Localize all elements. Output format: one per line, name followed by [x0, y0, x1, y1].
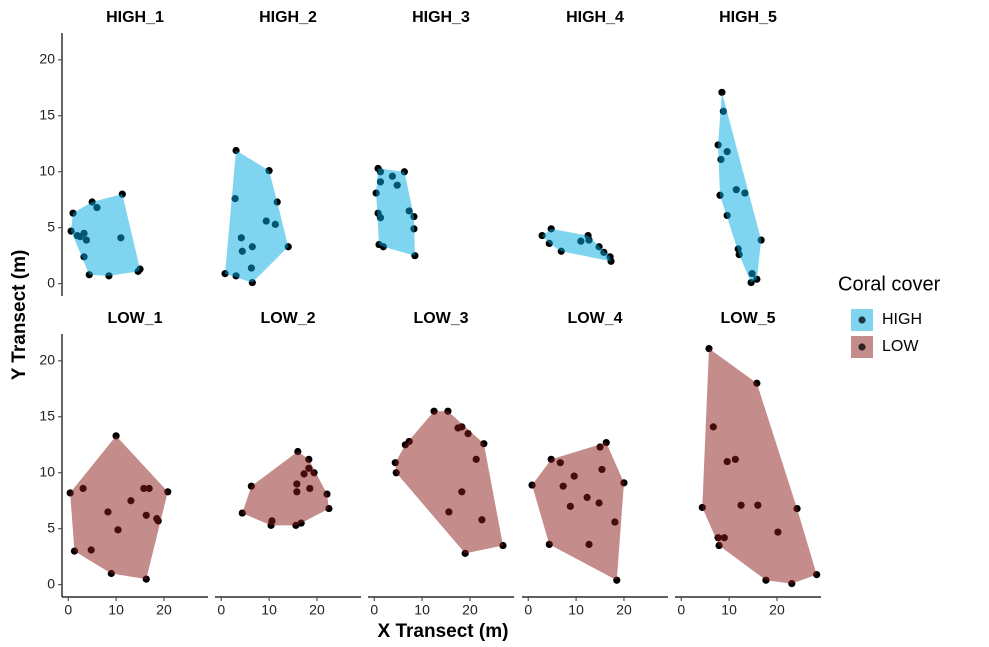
x-tick-label: 20 [769, 602, 785, 618]
panel-title: LOW_4 [567, 310, 622, 327]
y-tick-label: 15 [39, 107, 55, 123]
y-tick-label: 5 [47, 519, 55, 535]
hull [542, 228, 612, 262]
y-tick-label: 0 [47, 274, 55, 290]
hull [532, 442, 624, 581]
y-tick-label: 0 [47, 575, 55, 591]
y-tick-label: 10 [39, 162, 55, 178]
y-tick-label: 20 [39, 51, 55, 67]
panel-title: HIGH_1 [106, 9, 164, 26]
x-tick-label: 10 [261, 602, 277, 618]
legend-point [858, 343, 866, 351]
x-tick-label: 10 [721, 602, 737, 618]
legend-point [858, 316, 866, 324]
y-tick-label: 5 [47, 218, 55, 234]
panel-title: LOW_2 [260, 310, 315, 327]
y-tick-label: 20 [39, 352, 55, 368]
x-tick-label: 0 [64, 602, 72, 618]
panel-title: LOW_1 [107, 310, 162, 327]
x-tick-label: 10 [568, 602, 584, 618]
x-tick-label: 0 [524, 602, 532, 618]
panel-title: HIGH_4 [566, 9, 624, 26]
y-tick-label: 15 [39, 408, 55, 424]
x-tick-label: 0 [370, 602, 378, 618]
y-tick-label: 10 [39, 463, 55, 479]
hull [71, 194, 141, 276]
x-tick-label: 20 [309, 602, 325, 618]
hull [395, 411, 503, 554]
panel-title: LOW_3 [413, 310, 468, 327]
legend-label: HIGH [882, 311, 922, 328]
x-tick-label: 20 [462, 602, 478, 618]
hull [242, 451, 329, 526]
legend-title: Coral cover [838, 273, 941, 295]
hull [225, 150, 289, 283]
panel-title: LOW_5 [720, 310, 775, 327]
x-axis-title: X Transect (m) [378, 621, 509, 642]
panel-title: HIGH_3 [412, 9, 470, 26]
hull [70, 435, 168, 580]
panel-title: HIGH_2 [259, 9, 317, 26]
hull [376, 168, 415, 256]
x-tick-label: 0 [677, 602, 685, 618]
x-tick-label: 10 [414, 602, 430, 618]
panel-title: HIGH_5 [719, 9, 777, 26]
x-tick-label: 10 [108, 602, 124, 618]
y-axis-title: Y Transect (m) [9, 250, 30, 381]
x-tick-label: 20 [156, 602, 172, 618]
x-tick-label: 20 [616, 602, 632, 618]
legend-label: LOW [882, 338, 919, 355]
hull [702, 348, 817, 584]
x-tick-label: 0 [217, 602, 225, 618]
hull [718, 92, 762, 283]
